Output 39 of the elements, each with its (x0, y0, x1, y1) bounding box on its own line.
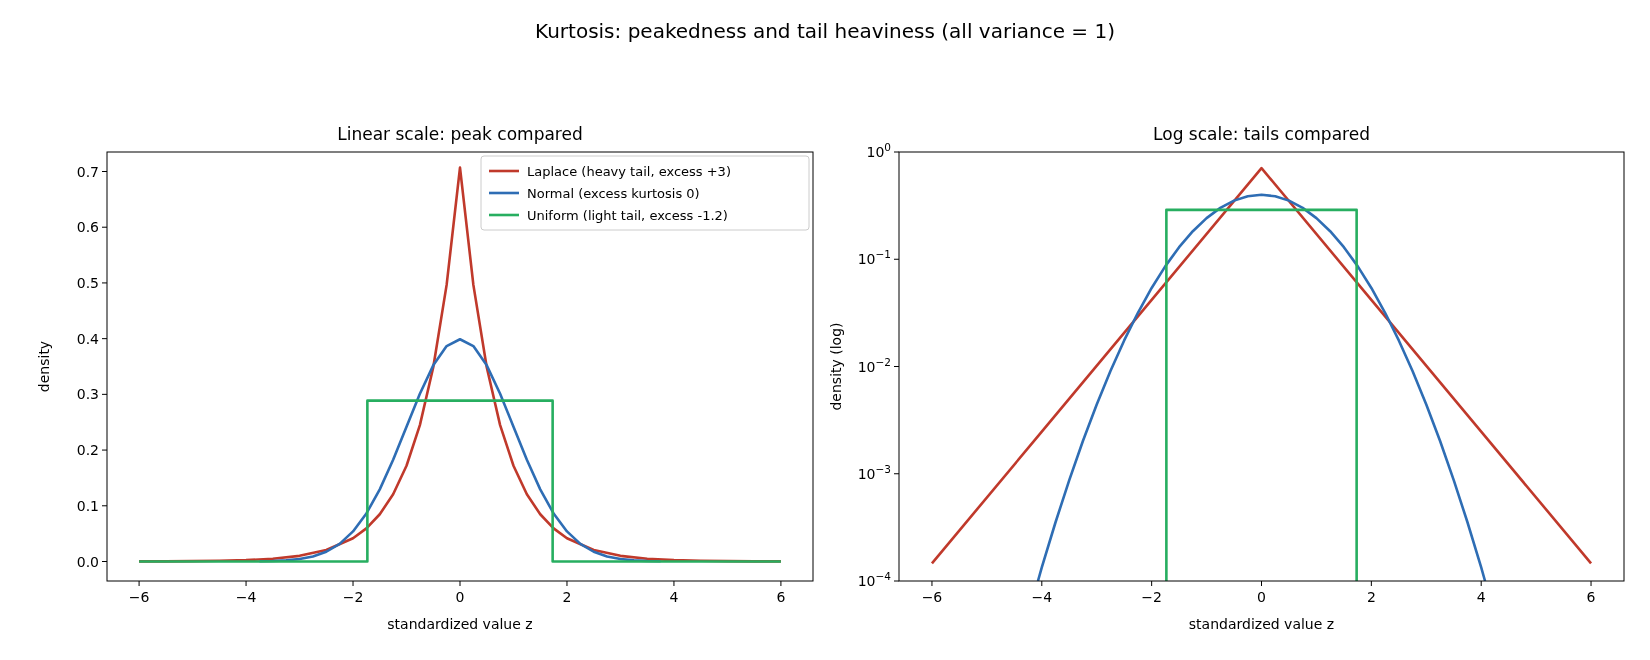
x-tick-label: 6 (1586, 589, 1596, 605)
x-axis-title: standardized value z (1188, 616, 1335, 632)
x-tick-label: −6 (921, 589, 943, 605)
x-tick-label: −2 (342, 589, 364, 605)
y-tick-label: 0.2 (76, 442, 99, 459)
x-tick-label: 0 (455, 589, 465, 605)
y-axis-title: density (36, 340, 52, 393)
y-tick-label: 0.3 (76, 386, 99, 403)
x-tick-label: −2 (1141, 589, 1162, 605)
chart-title: Linear scale: peak compared (337, 124, 583, 144)
x-tick-label: 6 (776, 589, 786, 605)
y-tick-label: 0.5 (76, 274, 99, 291)
x-tick-label: 4 (669, 589, 679, 605)
y-tick-label: 10$^{−2}$ (857, 355, 891, 375)
x-tick-label: 4 (1476, 589, 1486, 605)
line-series (930, 166, 1593, 565)
y-tick-label: 10$^{0}$ (866, 141, 891, 160)
x-tick-label: 2 (1366, 589, 1376, 605)
legend-label: Uniform (light tail, excess -1.2) (527, 207, 728, 223)
legend-label: Normal (excess kurtosis 0) (527, 185, 700, 201)
x-tick-label: 0 (1257, 589, 1266, 605)
y-tick-label: 10$^{−3}$ (857, 462, 891, 482)
y-tick-label: 10$^{−1}$ (857, 248, 891, 268)
y-tick-label: 10$^{−4}$ (857, 570, 892, 589)
text: Kurtosis: peakedness and tail heaviness (all variance = 1) (535, 19, 1115, 43)
y-axis-title: density (log) (828, 322, 844, 411)
x-tick-label: −6 (128, 589, 150, 605)
y-tick-label: 0.0 (76, 553, 99, 570)
line-series (1036, 193, 1487, 581)
chart-title: Log scale: tails compared (1153, 124, 1370, 144)
y-tick-label: 0.4 (76, 330, 100, 347)
y-tick-label: 0.1 (76, 497, 99, 514)
y-tick-label: 0.6 (76, 219, 100, 236)
legend-label: Laplace (heavy tail, excess +3) (527, 163, 731, 179)
x-tick-label: −4 (1031, 589, 1053, 605)
x-tick-label: 2 (562, 589, 572, 605)
x-axis-title: standardized value z (387, 616, 533, 632)
y-tick-label: 0.7 (76, 163, 99, 180)
x-tick-label: −4 (235, 589, 257, 605)
